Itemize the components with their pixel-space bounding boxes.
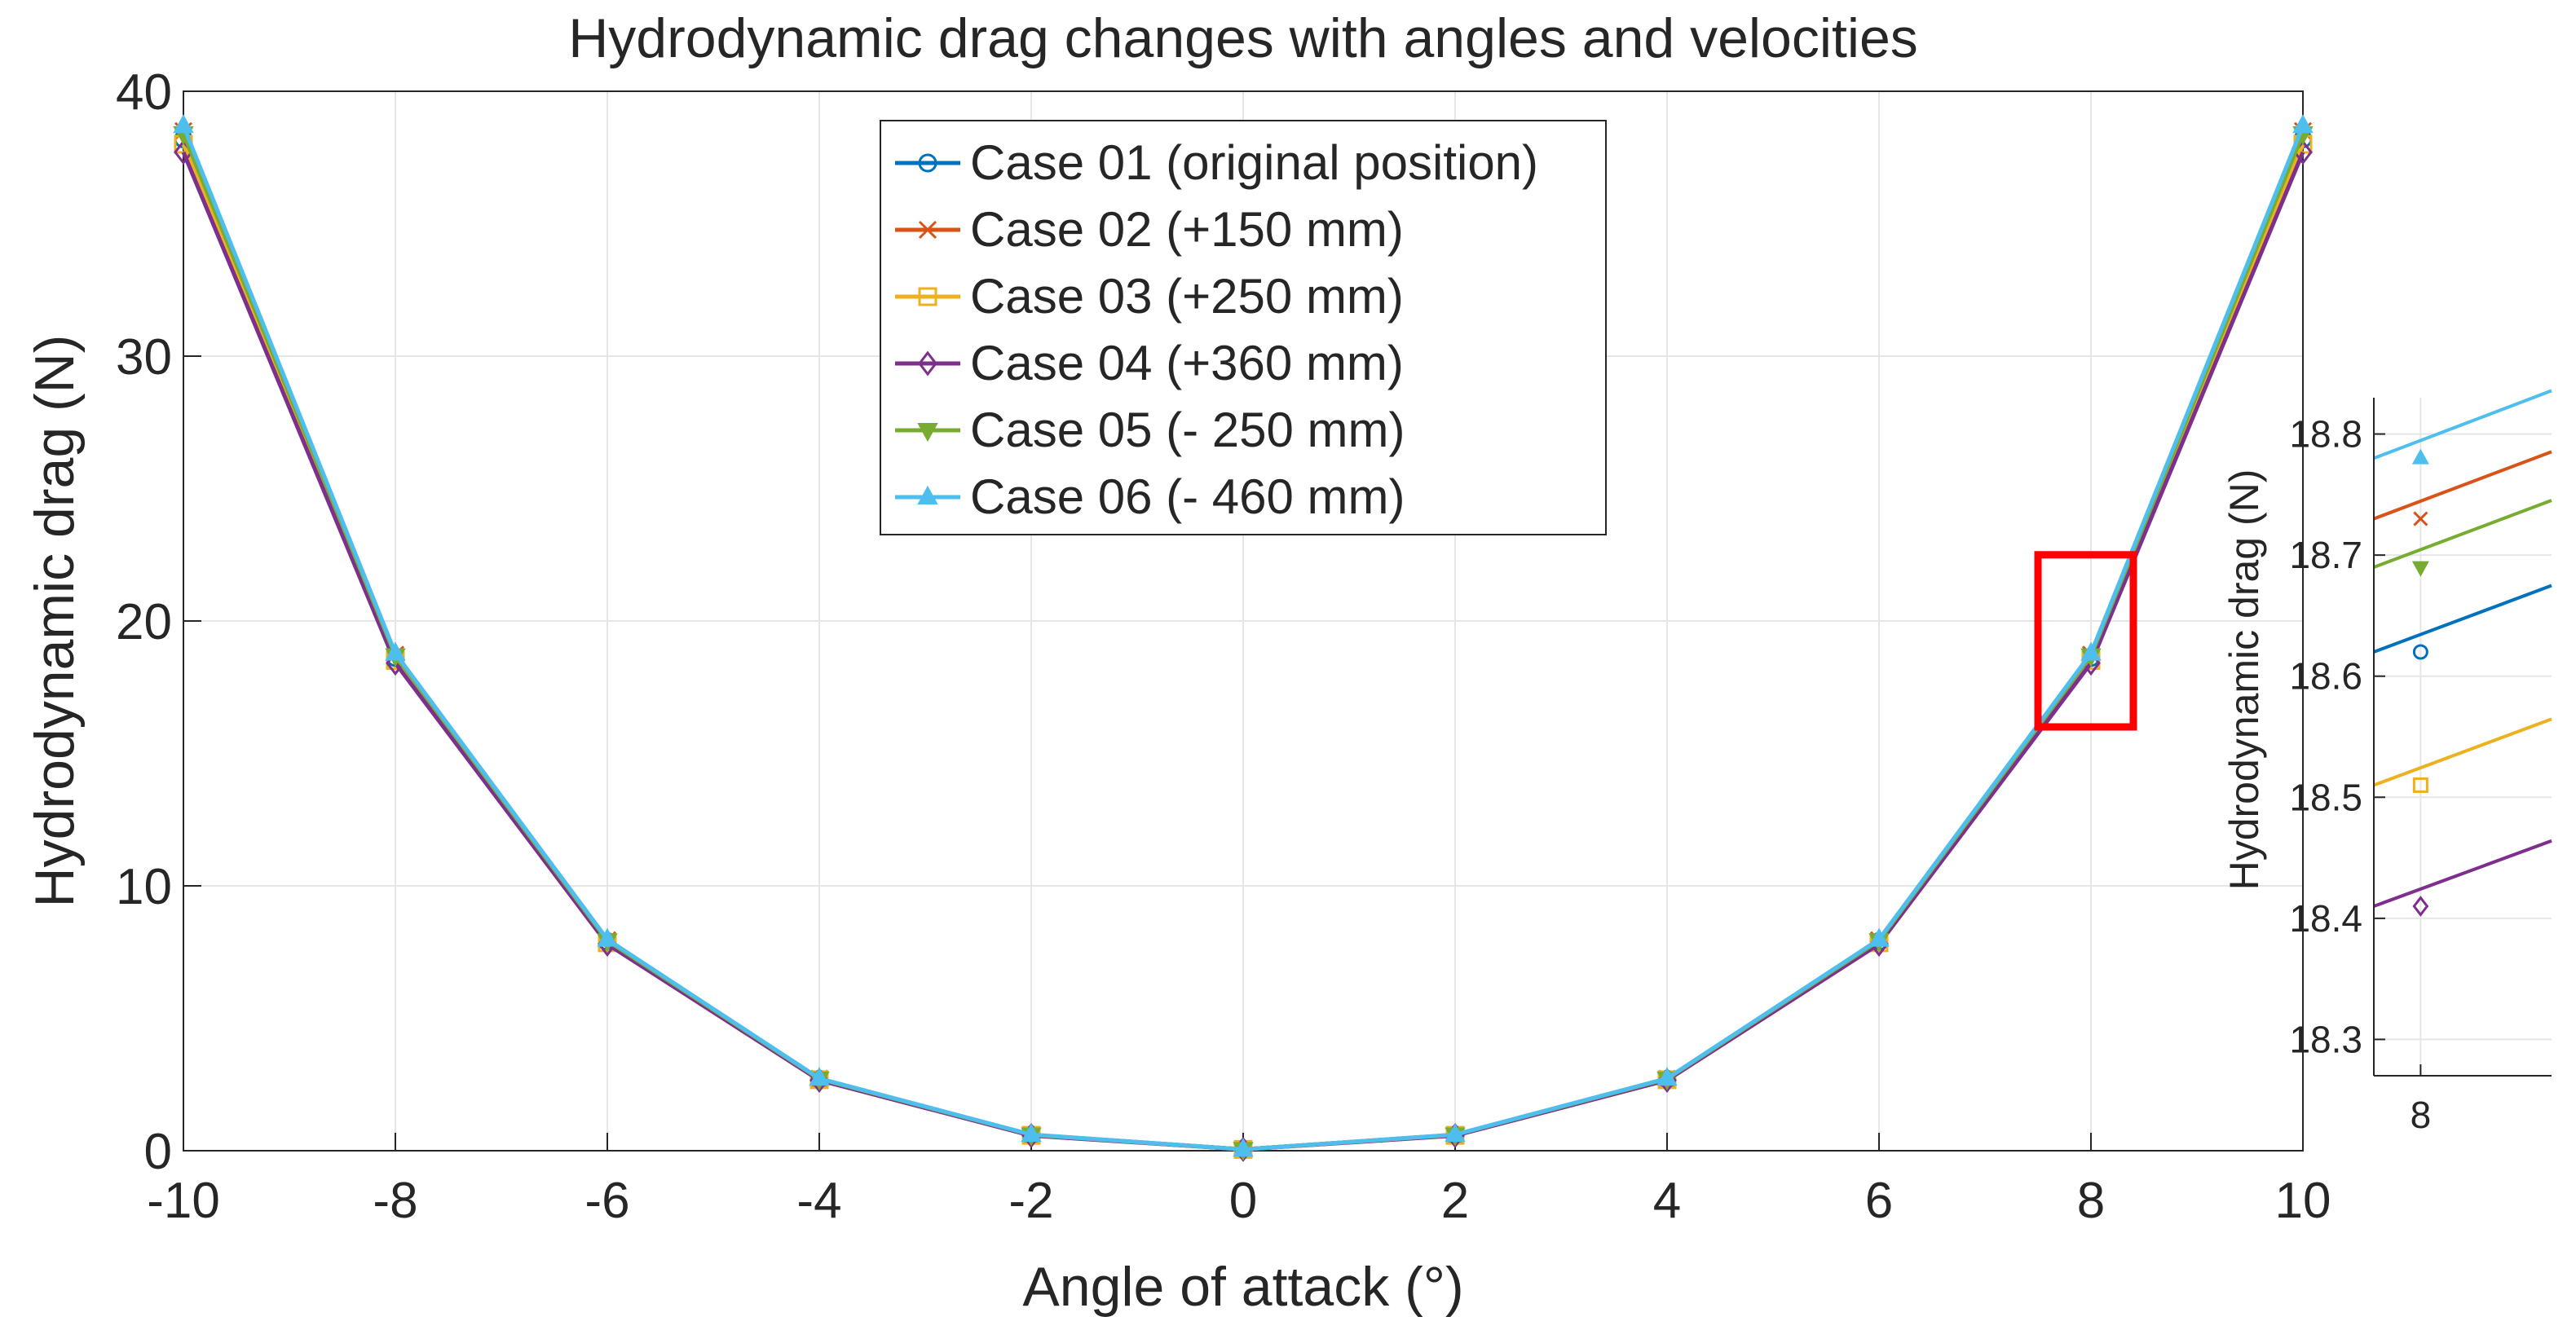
zoom-box bbox=[2034, 551, 2137, 731]
y-tick-label: 10 bbox=[116, 859, 172, 915]
inset-series-4 bbox=[2373, 839, 2552, 917]
legend-marker bbox=[918, 287, 937, 306]
inset-series-line bbox=[2373, 717, 2552, 787]
series-6 bbox=[173, 114, 2314, 1157]
inset-series-5 bbox=[2373, 499, 2552, 577]
legend-marker bbox=[918, 220, 937, 240]
data-point bbox=[385, 641, 406, 661]
data-point bbox=[173, 114, 194, 134]
inset-series-line bbox=[2373, 584, 2552, 654]
legend-item: Case 06 (- 460 mm) bbox=[895, 469, 1405, 524]
y-tick-label: 20 bbox=[116, 594, 172, 650]
inset-data-point bbox=[2412, 896, 2429, 917]
x-tick-label: 8 bbox=[2077, 1173, 2105, 1229]
x-ticks: -10 -8 -6 -4 -2 0 2 4 6 8 10 bbox=[147, 1133, 2331, 1229]
legend-item: Case 05 (- 250 mm) bbox=[895, 403, 1405, 457]
inset-series-line bbox=[2373, 499, 2552, 569]
x-tick-label: 6 bbox=[1865, 1173, 1893, 1229]
y-ticks: 0 10 20 30 40 bbox=[116, 64, 201, 1180]
y-tick-label: 0 bbox=[144, 1124, 172, 1180]
x-tick-label: -4 bbox=[796, 1173, 841, 1229]
legend-box bbox=[880, 120, 1607, 535]
legend-label: Case 01 (original position) bbox=[970, 135, 1538, 190]
inset-series-line bbox=[2373, 450, 2552, 521]
x-tick-label: -8 bbox=[373, 1173, 417, 1229]
y-tick-label: 30 bbox=[116, 329, 172, 385]
inset-data-point bbox=[2411, 448, 2429, 465]
legend-label: Case 06 (- 460 mm) bbox=[970, 469, 1405, 524]
x-tick-label: 10 bbox=[2275, 1173, 2331, 1229]
inset-series bbox=[2373, 389, 2552, 917]
legend-marker bbox=[917, 485, 938, 504]
inset-y-tick-label: 18.6 bbox=[2289, 655, 2362, 698]
legend-item: Case 03 (+250 mm) bbox=[895, 269, 1404, 324]
data-point bbox=[1656, 1067, 1678, 1086]
data-point bbox=[1233, 1138, 1254, 1157]
chart-title: Hydrodynamic drag changes with angles an… bbox=[568, 7, 1918, 69]
legend-label: Case 03 (+250 mm) bbox=[970, 269, 1404, 324]
data-point bbox=[1021, 1123, 1042, 1143]
legend-marker bbox=[918, 350, 937, 377]
data-point bbox=[1445, 1123, 1466, 1143]
inset-series-line bbox=[2373, 389, 2552, 460]
inset-series-2 bbox=[2373, 450, 2552, 526]
legend-label: Case 05 (- 250 mm) bbox=[970, 403, 1405, 457]
inset-y-tick-label: 18.4 bbox=[2289, 897, 2362, 940]
x-tick-label: 2 bbox=[1441, 1173, 1469, 1229]
inset-series-3 bbox=[2373, 717, 2552, 793]
x-tick-label: 4 bbox=[1653, 1173, 1681, 1229]
legend-label: Case 02 (+150 mm) bbox=[970, 202, 1404, 257]
inset-x-tick-label: 8 bbox=[2411, 1094, 2432, 1136]
legend-label: Case 04 (+360 mm) bbox=[970, 336, 1404, 390]
data-point bbox=[2080, 641, 2102, 661]
inset-series-1 bbox=[2373, 584, 2552, 660]
inset-y-axis-label: Hydrodynamic drag (N) bbox=[2221, 469, 2267, 891]
inset-y-tick-label: 18.3 bbox=[2289, 1018, 2362, 1060]
x-tick-label: -2 bbox=[1008, 1173, 1053, 1229]
y-axis-label: Hydrodynamic drag (N) bbox=[24, 335, 86, 908]
legend-marker bbox=[918, 153, 937, 173]
inset-data-point bbox=[2411, 561, 2429, 577]
legend-marker bbox=[917, 423, 938, 443]
inset-grid bbox=[2374, 398, 2552, 1076]
legend-item: Case 04 (+360 mm) bbox=[895, 336, 1404, 390]
x-tick-label: -10 bbox=[147, 1173, 220, 1229]
data-point bbox=[1868, 927, 1890, 947]
inset-data-point bbox=[2412, 644, 2428, 660]
data-point bbox=[597, 927, 618, 947]
inset-series-6 bbox=[2373, 389, 2552, 465]
inset-y-tick-label: 18.8 bbox=[2289, 413, 2362, 456]
x-axis-label: Angle of attack (°) bbox=[1022, 1256, 1463, 1318]
legend-item: Case 01 (original position) bbox=[895, 135, 1538, 190]
x-tick-label: -6 bbox=[584, 1173, 629, 1229]
inset-data-point bbox=[2412, 777, 2428, 793]
data-point bbox=[809, 1067, 830, 1086]
y-tick-label: 40 bbox=[116, 64, 172, 121]
inset-y-tick-label: 18.7 bbox=[2289, 534, 2362, 576]
series-group bbox=[173, 114, 2314, 1162]
legend-item: Case 02 (+150 mm) bbox=[895, 202, 1404, 257]
x-tick-label: 0 bbox=[1229, 1173, 1257, 1229]
inset-chart: 18.3 18.4 18.5 18.6 18.7 18.8 8 Hydrodynamic d… bbox=[2221, 389, 2552, 1136]
inset-ticks: 18.3 18.4 18.5 18.6 18.7 18.8 8 bbox=[2289, 413, 2431, 1136]
inset-data-point bbox=[2413, 511, 2428, 526]
inset-y-tick-label: 18.5 bbox=[2289, 776, 2362, 818]
inset-series-line bbox=[2373, 839, 2552, 908]
data-point bbox=[2292, 114, 2314, 134]
legend: Case 01 (original position) Case 02 (+150… bbox=[880, 120, 1607, 535]
